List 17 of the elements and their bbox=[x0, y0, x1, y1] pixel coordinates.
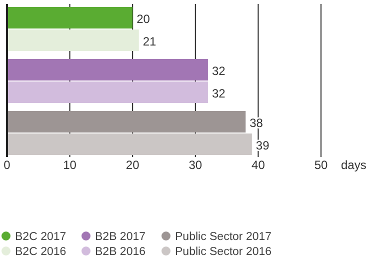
legend-label: Public Sector 2016 bbox=[175, 246, 272, 258]
legend-label: B2C 2016 bbox=[15, 246, 66, 258]
data-label: 20 bbox=[136, 12, 150, 26]
legend-label: B2B 2016 bbox=[95, 246, 146, 258]
x-axis-title: days bbox=[341, 158, 366, 172]
legend-label: Public Sector 2017 bbox=[175, 231, 272, 243]
x-tick-label: 20 bbox=[126, 158, 140, 172]
x-tick-label: 50 bbox=[314, 158, 328, 172]
legend-label: B2C 2017 bbox=[15, 231, 66, 243]
data-label: 32 bbox=[212, 64, 226, 78]
x-tick-label: 40 bbox=[252, 158, 266, 172]
data-label: 21 bbox=[142, 34, 157, 48]
x-tick-label: 10 bbox=[63, 158, 77, 172]
x-tick-label: 30 bbox=[188, 158, 202, 172]
x-tick-label: 0 bbox=[4, 158, 11, 172]
legend-label: B2B 2017 bbox=[95, 231, 146, 243]
data-label: 32 bbox=[212, 86, 226, 100]
